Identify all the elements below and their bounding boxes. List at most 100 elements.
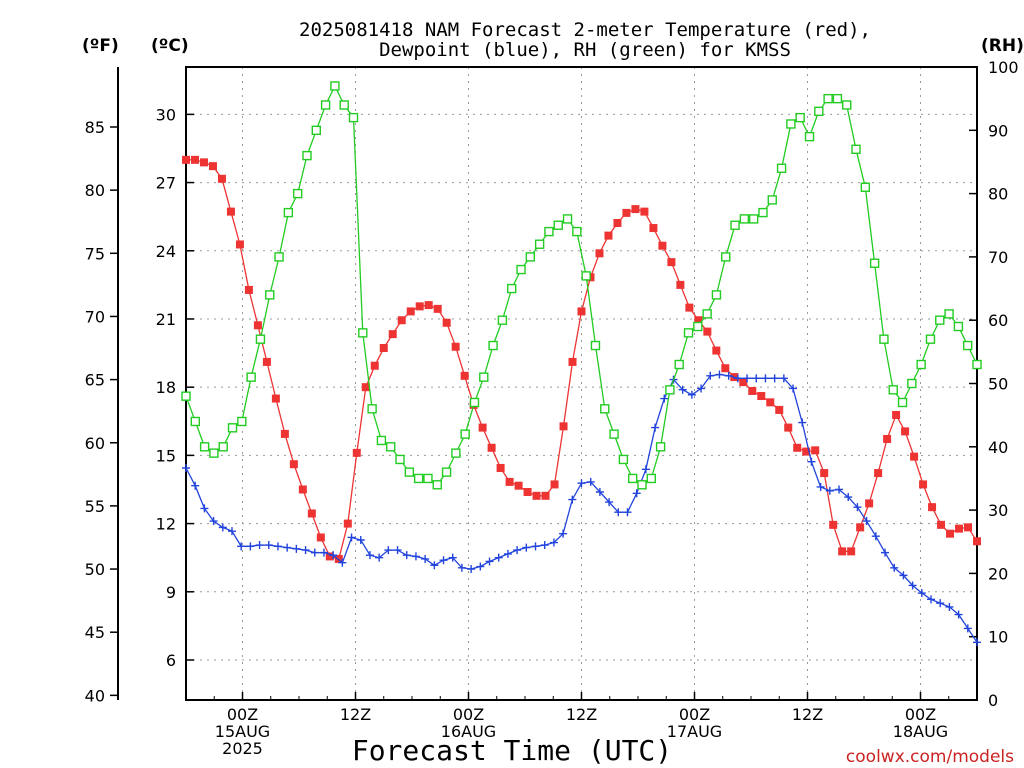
data-point: [789, 384, 798, 393]
data-point: [899, 571, 908, 580]
data-point: [865, 499, 874, 508]
data-point: [182, 464, 190, 473]
data-point: [687, 390, 696, 399]
data-point: [424, 301, 433, 310]
data-point: [881, 548, 890, 557]
data-point: [825, 486, 834, 495]
data-point: [853, 503, 862, 512]
data-point: [655, 442, 666, 452]
data-point: [862, 517, 871, 526]
data-point: [460, 371, 469, 380]
time-tick-label: 15AUG: [215, 722, 270, 741]
data-point: [190, 155, 199, 164]
rh-axis-ticks: 0 10 20 30 40 50 60 70 80 90 100: [969, 58, 1019, 710]
data-point: [370, 361, 379, 370]
data-point: [469, 397, 480, 408]
data-point: [448, 553, 457, 562]
data-point: [757, 392, 766, 401]
data-point: [209, 448, 219, 458]
data-point: [953, 321, 964, 332]
data-point: [319, 548, 328, 557]
data-point: [467, 565, 476, 574]
data-point: [667, 258, 676, 267]
data-point: [973, 638, 981, 647]
data-point: [712, 346, 721, 355]
data-point: [632, 489, 641, 498]
data-point: [200, 504, 209, 513]
data-point: [793, 443, 802, 452]
data-point: [330, 81, 340, 91]
fahrenheit-unit-label: (ºF): [82, 36, 119, 56]
time-tick-label: 00Z: [905, 705, 936, 724]
rh-unit-label: (RH): [981, 36, 1024, 56]
data-point: [649, 224, 658, 233]
data-point: [901, 427, 910, 436]
data-point: [730, 220, 740, 230]
data-point: [954, 610, 963, 619]
series-0: [182, 155, 981, 563]
time-tick-label: 12Z: [566, 705, 597, 724]
fahrenheit-tick-label: 55: [85, 497, 105, 516]
celsius-tick-label: 24: [156, 242, 176, 261]
data-point: [298, 485, 307, 494]
data-point: [209, 517, 218, 526]
data-point: [487, 443, 496, 452]
data-point: [748, 386, 757, 395]
data-point: [513, 546, 522, 555]
data-point: [338, 558, 347, 567]
data-point: [907, 378, 917, 389]
data-point: [605, 498, 614, 507]
data-point: [925, 334, 936, 344]
data-point: [246, 372, 256, 382]
series-1: [182, 370, 981, 647]
data-point: [451, 342, 460, 351]
time-tick-label: 00Z: [679, 705, 710, 724]
data-point: [640, 207, 649, 216]
data-point: [784, 423, 793, 432]
time-tick-label: 12Z: [792, 705, 823, 724]
data-point: [432, 480, 442, 490]
data-point: [945, 602, 954, 611]
fahrenheit-tick-label: 40: [85, 686, 105, 705]
rh-tick-label: 60: [988, 311, 1008, 330]
data-point: [739, 378, 748, 387]
data-point: [807, 457, 816, 466]
data-point: [274, 252, 284, 262]
data-point: [525, 252, 536, 262]
data-point: [694, 316, 703, 325]
data-point: [289, 460, 298, 469]
data-point: [423, 473, 433, 484]
data-point: [816, 482, 825, 491]
data-point: [388, 330, 397, 339]
data-point: [946, 529, 955, 538]
data-point: [665, 385, 675, 395]
data-point: [568, 495, 577, 504]
data-point: [577, 479, 586, 488]
data-point: [271, 394, 280, 403]
data-point: [503, 549, 512, 558]
data-point: [577, 307, 586, 316]
grid-lines: [186, 67, 977, 700]
data-point: [191, 481, 200, 490]
data-point: [376, 435, 387, 446]
celsius-tick-label: 21: [156, 310, 176, 329]
celsius-tick-label: 6: [166, 651, 176, 670]
data-point: [356, 536, 365, 545]
data-point: [651, 423, 660, 432]
rh-tick-label: 80: [988, 185, 1008, 204]
data-point: [182, 155, 190, 164]
fahrenheit-tick-label: 70: [85, 307, 105, 326]
data-point: [457, 563, 466, 572]
data-point: [646, 473, 656, 484]
data-point: [255, 334, 266, 344]
celsius-tick-label: 30: [156, 105, 176, 124]
data-point: [847, 547, 856, 556]
data-point: [514, 481, 523, 490]
data-point: [316, 533, 325, 542]
data-series: [181, 81, 982, 647]
data-point: [516, 264, 526, 275]
data-point: [711, 290, 722, 300]
credit-text: coolwx.com/models: [846, 747, 1014, 767]
